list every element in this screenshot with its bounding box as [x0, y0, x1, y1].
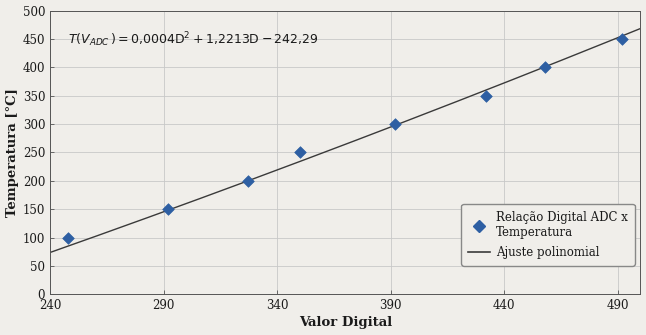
Point: [242, 178, 253, 184]
Point: [617, 36, 627, 42]
Text: $\mathit{T}(V_{\mathrm{\mathit{ADC}}}\,) = 0{,}0004\mathrm{D}^2 + 1{,}2213\mathr: $\mathit{T}(V_{\mathrm{\mathit{ADC}}}\,)…: [68, 30, 318, 49]
Point: [390, 121, 401, 127]
X-axis label: Valor Digital: Valor Digital: [298, 317, 392, 329]
Legend: Relação Digital ADC x
Temperatura, Ajuste polinomial: Relação Digital ADC x Temperatura, Ajust…: [461, 204, 634, 266]
Point: [481, 93, 491, 98]
Point: [163, 207, 173, 212]
Point: [63, 235, 74, 240]
Point: [295, 150, 305, 155]
Point: [540, 65, 550, 70]
Y-axis label: Temperatura [°C]: Temperatura [°C]: [6, 88, 19, 217]
